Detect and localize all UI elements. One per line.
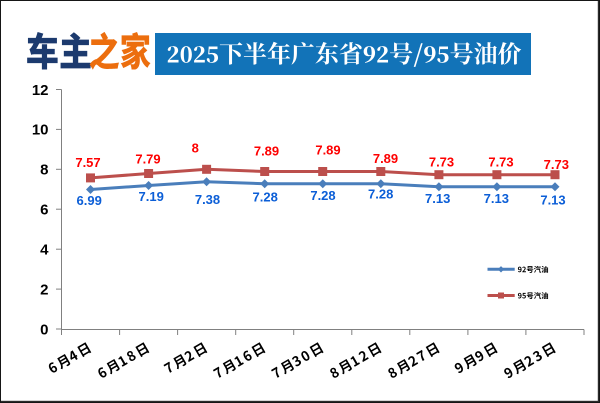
svg-text:7.73: 7.73 xyxy=(429,155,454,170)
svg-text:7.73: 7.73 xyxy=(488,155,513,170)
svg-text:6: 6 xyxy=(40,202,48,219)
svg-text:7.57: 7.57 xyxy=(75,155,100,170)
svg-text:8: 8 xyxy=(40,162,48,179)
svg-text:7.28: 7.28 xyxy=(253,190,278,205)
svg-text:7.13: 7.13 xyxy=(484,191,509,206)
svg-text:7.28: 7.28 xyxy=(368,187,393,202)
svg-text:7.13: 7.13 xyxy=(540,192,565,207)
svg-text:7.89: 7.89 xyxy=(254,144,279,159)
svg-text:7.13: 7.13 xyxy=(425,191,450,206)
svg-text:2: 2 xyxy=(40,281,48,298)
svg-text:0: 0 xyxy=(40,321,48,338)
svg-text:7.79: 7.79 xyxy=(135,151,160,166)
svg-text:7.89: 7.89 xyxy=(373,151,398,166)
svg-text:7.28: 7.28 xyxy=(310,188,335,203)
svg-text:12: 12 xyxy=(32,82,49,99)
svg-text:4: 4 xyxy=(40,242,49,259)
svg-text:6.99: 6.99 xyxy=(77,193,102,208)
svg-text:7.89: 7.89 xyxy=(315,142,340,157)
svg-text:7.38: 7.38 xyxy=(195,192,220,207)
svg-text:7.73: 7.73 xyxy=(544,157,569,172)
svg-text:7.19: 7.19 xyxy=(139,189,164,204)
svg-text:8: 8 xyxy=(192,141,199,156)
svg-text:10: 10 xyxy=(32,122,49,139)
